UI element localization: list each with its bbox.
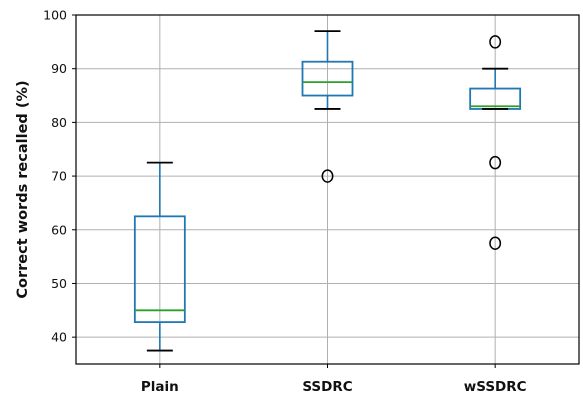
- x-tick-label: Plain: [141, 379, 179, 395]
- y-tick-label: 60: [51, 222, 67, 237]
- iqr-box: [133, 215, 186, 324]
- outlier-point: [489, 35, 502, 49]
- box-plain: [133, 161, 186, 352]
- y-axis-ticks: 40 50 60 70 80 90 100: [43, 8, 76, 345]
- y-tick-label: 100: [43, 8, 67, 23]
- y-tick-label: 90: [51, 61, 67, 76]
- iqr-box: [301, 60, 354, 97]
- y-tick-label: 40: [51, 330, 67, 345]
- x-tick-label: SSDRC: [302, 379, 352, 395]
- box-wssdrc: [469, 35, 522, 250]
- box-plot-series: [133, 30, 522, 352]
- y-tick-label: 80: [51, 115, 67, 130]
- y-axis-label: Correct words recalled (%): [15, 80, 31, 298]
- outlier-point: [321, 169, 334, 183]
- y-tick-label: 70: [51, 169, 67, 184]
- x-axis-ticks: Plain SSDRC wSSDRC: [141, 364, 527, 395]
- y-tick-label: 50: [51, 276, 67, 291]
- grid-lines: [76, 14, 579, 364]
- x-tick-label: wSSDRC: [464, 379, 527, 395]
- outlier-point: [489, 155, 502, 170]
- box-ssdrc: [301, 30, 354, 183]
- outlier-point: [489, 236, 502, 250]
